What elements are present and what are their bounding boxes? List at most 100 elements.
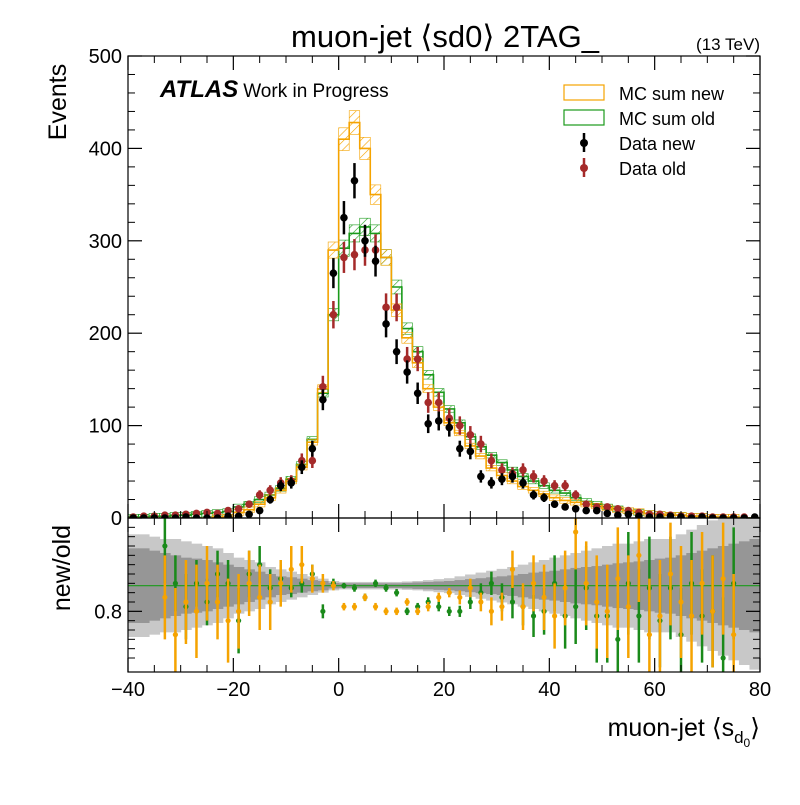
y-tick-label: 300 xyxy=(89,231,122,253)
x-tick-label: −40 xyxy=(111,679,145,701)
ratio-point-orange xyxy=(509,566,516,572)
ratio-point-green xyxy=(488,580,494,586)
data-old-point xyxy=(266,486,275,495)
data-new-point xyxy=(192,514,201,518)
ratio-point-orange xyxy=(267,599,273,605)
main-plot-area xyxy=(128,110,760,518)
ratio-point-orange xyxy=(183,599,189,605)
ratio-point-orange xyxy=(204,580,210,586)
ratio-point-orange xyxy=(320,580,326,586)
data-new-point xyxy=(234,512,243,518)
ratio-frame xyxy=(127,517,761,673)
x-axis-label: muon-jet ⟨sd0⟩ xyxy=(608,714,760,750)
data-old-point xyxy=(392,303,401,312)
data-new-point xyxy=(182,513,190,518)
ratio-point-orange xyxy=(351,604,358,610)
ratio-point-orange xyxy=(562,585,568,591)
ratio-point-green xyxy=(436,604,442,610)
ratio-point-orange xyxy=(573,529,579,535)
data-new-point xyxy=(161,514,169,518)
data-new-point xyxy=(561,503,569,511)
data-new-point xyxy=(750,513,759,518)
data-old-point xyxy=(550,481,559,490)
data-new-point xyxy=(340,213,348,222)
data-old-point xyxy=(603,503,612,511)
data-new-point xyxy=(719,514,727,518)
data-new-point xyxy=(456,444,464,453)
x-tick-label: 0 xyxy=(333,679,344,701)
ratio-point-orange xyxy=(678,599,684,605)
data-new-point xyxy=(287,479,296,487)
legend-label-data-new: Data new xyxy=(619,134,696,154)
mc-sum-old-step-line xyxy=(128,226,760,518)
ratio-point-orange xyxy=(541,594,547,600)
legend-label-data-old: Data old xyxy=(619,159,686,179)
data-new-point xyxy=(698,513,706,518)
data-new-point xyxy=(424,419,433,428)
data-old-point xyxy=(234,504,243,513)
ratio-point-orange xyxy=(225,618,231,624)
data-new-point xyxy=(540,493,548,502)
ratio-point-orange xyxy=(299,562,305,568)
ratio-point-orange xyxy=(193,608,200,614)
data-new-point xyxy=(477,472,485,481)
ratio-point-orange xyxy=(499,604,505,610)
data-old-point xyxy=(540,477,548,485)
ratio-point-orange xyxy=(731,632,737,638)
x-tick-label: 40 xyxy=(538,679,560,701)
data-new-point xyxy=(635,512,643,518)
data-new-point xyxy=(529,491,538,499)
ratio-point-orange xyxy=(372,604,379,610)
ratio-point-green xyxy=(530,613,537,619)
ratio-point-orange xyxy=(688,613,695,619)
data-new-point xyxy=(276,481,285,490)
data-old-point xyxy=(224,506,232,515)
ratio-point-green xyxy=(372,580,379,586)
ratio-point-orange xyxy=(288,566,294,572)
ratio-point-orange xyxy=(646,632,653,638)
ratio-point-orange xyxy=(436,594,442,600)
data-old-point xyxy=(413,355,422,363)
data-new-point xyxy=(603,509,612,518)
ratio-point-green xyxy=(383,585,389,591)
legend-swatch-mc-old xyxy=(563,109,605,126)
ratio-point-green xyxy=(457,608,463,614)
data-new-point xyxy=(213,514,222,518)
data-new-point xyxy=(687,514,696,518)
y-axis-label-main: Events xyxy=(44,64,72,140)
ratio-point-orange xyxy=(162,594,168,600)
ratio-point-orange xyxy=(583,580,589,586)
data-new-point xyxy=(434,417,443,425)
ratio-point-green xyxy=(467,599,473,605)
data-new-point xyxy=(582,506,590,515)
data-new-point xyxy=(708,514,717,518)
ratio-point-orange xyxy=(383,608,389,614)
legend-swatch-mc-new xyxy=(563,84,605,101)
data-new-point xyxy=(129,514,138,518)
ratio-point-orange xyxy=(520,604,526,610)
ratio-point-green xyxy=(404,608,410,614)
data-old-point xyxy=(477,440,485,448)
data-new-point xyxy=(350,176,359,185)
ratio-point-orange xyxy=(552,613,558,619)
y-tick-label: 200 xyxy=(89,323,122,345)
data-new-point xyxy=(740,514,748,518)
ratio-point-orange xyxy=(425,604,431,610)
data-new-point xyxy=(498,475,506,483)
data-old-point xyxy=(382,303,390,312)
ratio-point-green xyxy=(573,604,579,610)
data-new-point xyxy=(255,506,264,515)
data-old-point xyxy=(319,382,327,391)
data-new-point xyxy=(319,395,327,404)
ratio-point-green xyxy=(351,585,358,591)
ratio-point-green xyxy=(299,580,305,586)
atlas-label-bold: ATLAS xyxy=(159,76,238,103)
ratio-point-orange xyxy=(657,613,663,619)
ratio-point-orange xyxy=(636,552,642,558)
data-new-point xyxy=(666,512,675,518)
legend-marker-data-old xyxy=(580,164,588,172)
data-old-point xyxy=(255,491,264,499)
ratio-point-green xyxy=(415,604,421,610)
ratio-y-tick-label: 0.8 xyxy=(94,601,122,623)
